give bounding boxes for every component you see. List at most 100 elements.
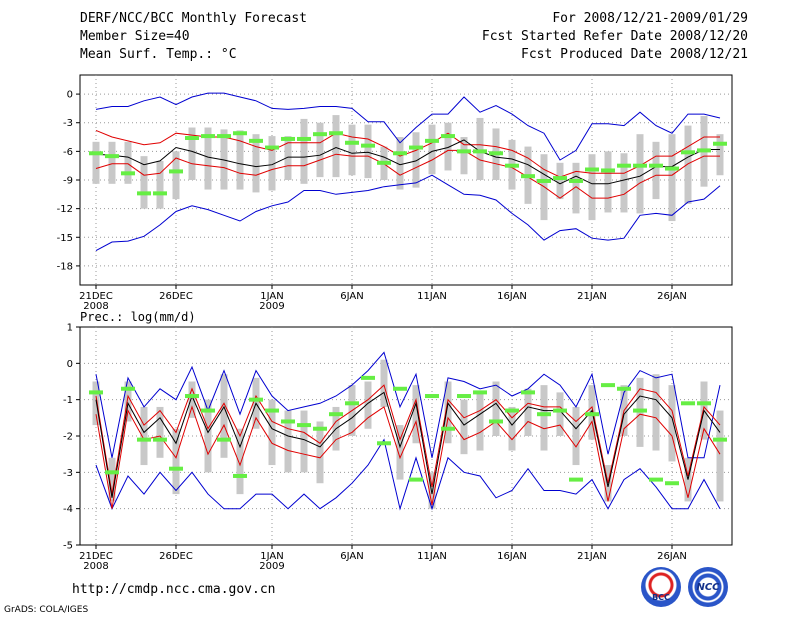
ensemble-marker xyxy=(137,191,151,196)
x-tick-label: 11JAN xyxy=(417,551,447,562)
spread-bar xyxy=(572,406,580,466)
ensemble-marker xyxy=(617,386,631,391)
ensemble-marker xyxy=(665,166,679,171)
spread-bar xyxy=(140,156,148,209)
ensemble-marker xyxy=(425,138,439,143)
ensemble-marker xyxy=(265,145,279,150)
ensemble-marker xyxy=(217,437,231,442)
spread-bar xyxy=(572,162,580,214)
ensemble-marker xyxy=(137,437,151,442)
ensemble-marker xyxy=(89,151,103,156)
ensemble-marker xyxy=(185,394,199,399)
x-tick-label: 16JAN xyxy=(497,291,527,302)
ensemble-marker xyxy=(249,397,263,402)
spread-bar xyxy=(188,127,196,180)
x-tick-year-label: 2009 xyxy=(259,561,284,572)
x-tick-label: 6JAN xyxy=(340,551,363,562)
y-tick-label: 1 xyxy=(67,323,73,334)
spread-bar xyxy=(172,428,180,495)
ensemble-marker xyxy=(681,401,695,406)
x-tick-label: 16JAN xyxy=(497,551,527,562)
ensemble-marker xyxy=(345,401,359,406)
y-tick-label: 0 xyxy=(67,359,73,370)
spread-bar xyxy=(636,134,644,214)
spread-bar xyxy=(316,421,324,484)
ensemble-marker xyxy=(633,408,647,413)
ensemble-marker xyxy=(249,138,263,143)
spread-bar xyxy=(332,115,340,178)
spread-bar xyxy=(460,399,468,455)
spread-bar xyxy=(268,399,276,466)
ensemble-marker xyxy=(601,383,615,388)
ensemble-marker xyxy=(457,394,471,399)
spread-bar xyxy=(460,137,468,175)
spread-bar xyxy=(220,129,228,190)
y-tick-label: -9 xyxy=(63,176,73,187)
spread-bar xyxy=(268,136,276,191)
y-tick-label: -3 xyxy=(63,118,73,129)
spread-bar xyxy=(556,392,564,436)
ensemble-marker xyxy=(585,167,599,172)
y-tick-label: -12 xyxy=(57,204,73,215)
x-tick-label: 1JAN xyxy=(260,291,283,302)
spread-bar xyxy=(156,160,164,209)
ensemble-marker xyxy=(521,174,535,179)
x-tick-label: 26DEC xyxy=(159,551,193,562)
spread-bar xyxy=(412,385,420,444)
x-tick-label: 26DEC xyxy=(159,291,193,302)
spread-bar xyxy=(684,125,692,204)
spread-bar xyxy=(652,141,660,200)
spread-bar xyxy=(668,385,676,462)
ensemble-marker xyxy=(329,131,343,136)
precipitation-panel-label: Prec.: log(mm/d) xyxy=(80,310,196,324)
spread-bar xyxy=(524,388,532,436)
spread-bar xyxy=(428,124,436,175)
spread-bar xyxy=(124,381,132,422)
ensemble-marker xyxy=(217,134,231,139)
ensemble-marker xyxy=(585,412,599,417)
x-tick-label: 6JAN xyxy=(340,291,363,302)
spread-bar xyxy=(92,141,100,184)
ensemble-marker xyxy=(297,423,311,428)
spread-bar xyxy=(588,154,596,221)
ensemble-marker xyxy=(409,477,423,482)
ensemble-marker xyxy=(505,408,519,413)
ensemble-marker xyxy=(201,408,215,413)
ensemble-marker xyxy=(633,163,647,168)
spread-bar xyxy=(444,122,452,171)
x-tick-label: 21DEC xyxy=(79,551,113,562)
series-line-mean xyxy=(95,139,720,185)
bcc-logo: BCC xyxy=(641,567,681,607)
x-tick-year-label: 2008 xyxy=(83,301,108,312)
ensemble-marker xyxy=(617,163,631,168)
ensemble-marker xyxy=(521,390,535,395)
ensemble-marker xyxy=(105,470,119,475)
x-tick-year-label: 2009 xyxy=(259,301,284,312)
ensemble-marker xyxy=(697,148,711,153)
spread-bar xyxy=(140,406,148,466)
spread-bar xyxy=(236,428,244,495)
ensemble-marker xyxy=(169,466,183,471)
ensemble-marker xyxy=(665,481,679,486)
series-line-min xyxy=(95,438,721,511)
spread-bar xyxy=(316,122,324,178)
spread-bar xyxy=(172,151,180,200)
y-tick-label: -15 xyxy=(57,233,73,244)
spread-bar xyxy=(204,127,212,190)
ensemble-marker xyxy=(329,412,343,417)
spread-bar xyxy=(396,425,404,480)
ensemble-marker xyxy=(153,437,167,442)
spread-bar xyxy=(476,117,484,180)
source-url[interactable]: http://cmdp.ncc.cma.gov.cn xyxy=(72,582,276,597)
spread-bar xyxy=(300,118,308,184)
forecast-period: For 2008/12/21-2009/01/29 xyxy=(552,11,748,26)
spread-bar xyxy=(252,134,260,193)
series-line-min xyxy=(95,174,721,252)
ncc-logo-text: NCC xyxy=(696,582,720,593)
spread-bar xyxy=(492,381,500,436)
ensemble-marker xyxy=(169,169,183,174)
ensemble-marker xyxy=(697,401,711,406)
ensemble-marker xyxy=(713,141,727,146)
y-tick-label: -1 xyxy=(63,395,73,406)
